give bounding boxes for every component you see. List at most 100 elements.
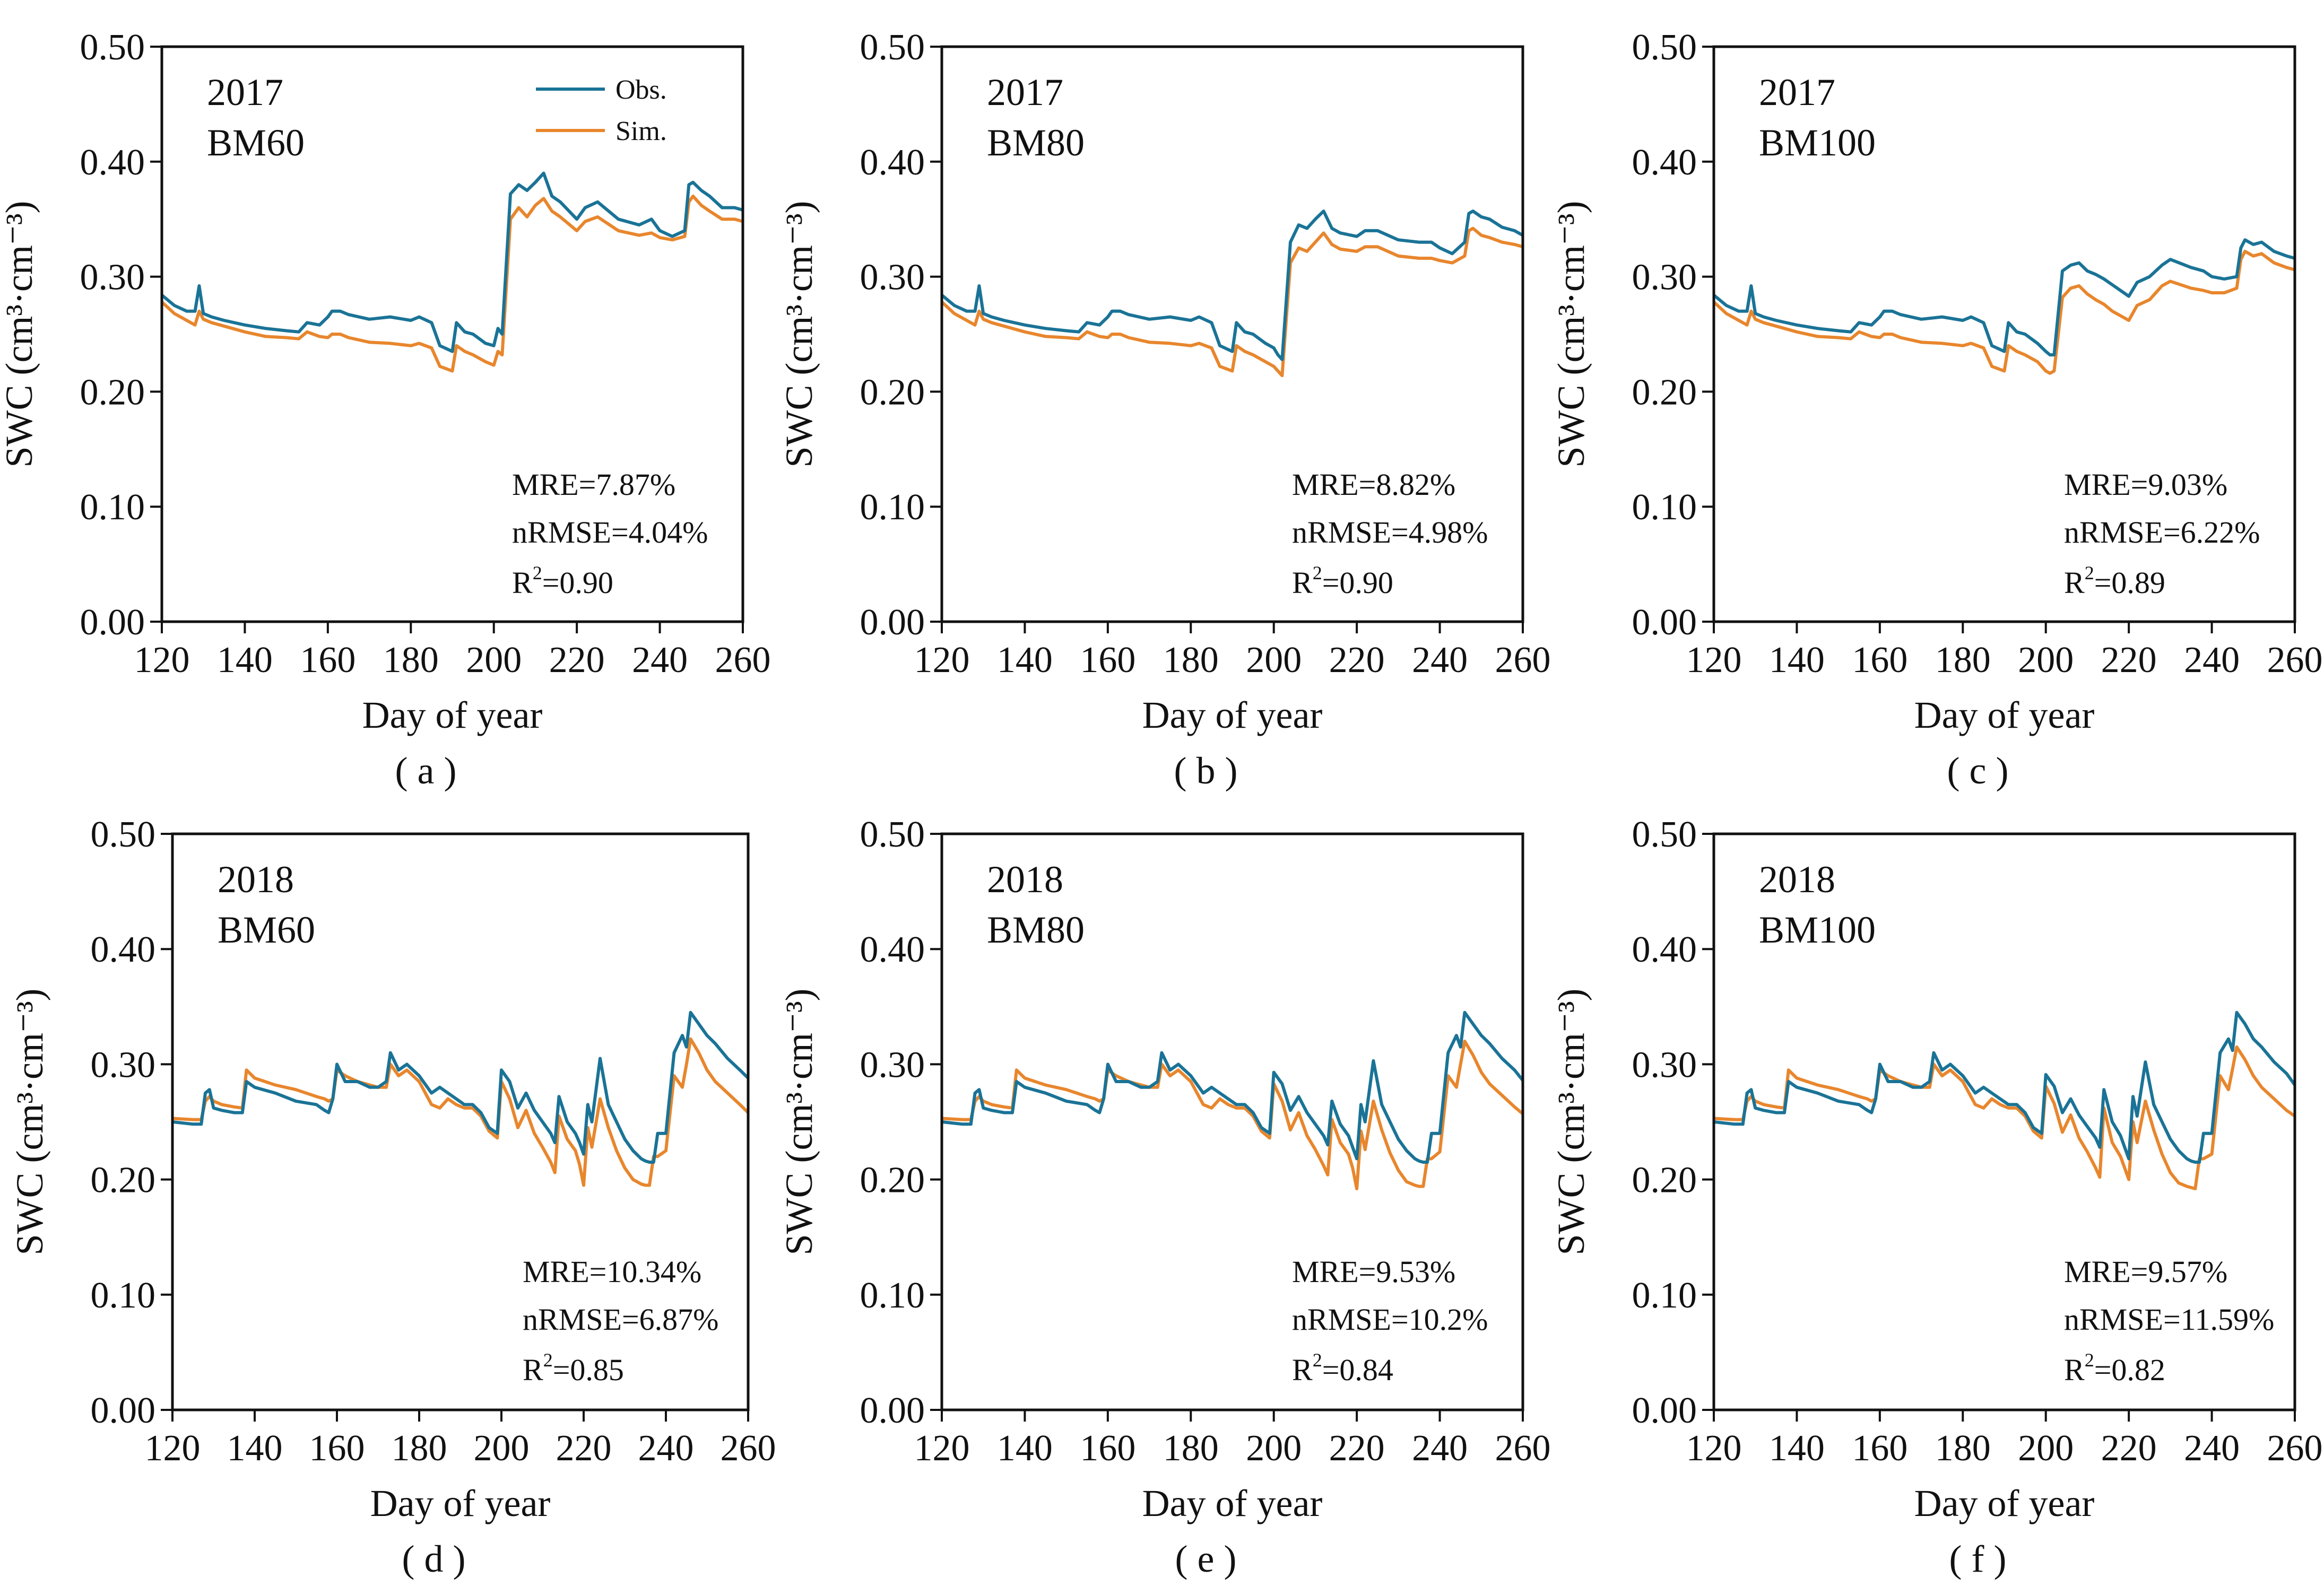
x-tick-label: 160 [1080, 1428, 1135, 1469]
mre-stat: MRE=7.87% [512, 467, 675, 502]
x-tick-label: 220 [2101, 640, 2157, 681]
y-tick-label: 0.20 [80, 372, 145, 413]
treatment-label: BM80 [987, 909, 1085, 951]
y-tick-label: 0.30 [860, 1044, 925, 1085]
r2-symbol: R [2064, 565, 2085, 600]
nrmse-stat: nRMSE=11.59% [2064, 1302, 2274, 1337]
r2-symbol: R [512, 565, 533, 600]
mre-stat: MRE=9.57% [2064, 1254, 2227, 1289]
sim-series-line [1712, 249, 2295, 375]
y-tick-label: 0.40 [860, 142, 925, 183]
obs-series-line [1713, 1010, 2296, 1164]
r2-stat: R2=0.89 [2064, 562, 2165, 600]
x-tick-label: 200 [2018, 640, 2074, 681]
x-tick-label: 160 [1080, 640, 1135, 681]
sim-series-line [172, 1037, 750, 1187]
y-tick-label: 0.30 [80, 257, 145, 298]
x-tick-label: 220 [1329, 1428, 1385, 1469]
year-label: 2018 [987, 858, 1063, 901]
r2-value: =0.90 [542, 565, 613, 600]
obs-series-line [941, 1010, 1524, 1164]
x-tick-label: 180 [1163, 1428, 1219, 1469]
chart-panel-5: 0.00 0.10 0.20 0.30 0.40 0.50 120 140 160 180 200 2… [778, 814, 1551, 1580]
x-tick-label: 180 [1935, 1428, 1991, 1469]
treatment-label: BM100 [1759, 909, 1876, 951]
nrmse-stat: nRMSE=6.87% [523, 1302, 718, 1337]
x-tick-label: 260 [2267, 1428, 2323, 1469]
y-tick-label: 0.40 [80, 142, 145, 183]
sim-series-line [1713, 1045, 2296, 1190]
r2-stat: R2=0.82 [2064, 1349, 2165, 1387]
sim-series-line [940, 226, 1523, 377]
x-tick-label: 220 [556, 1428, 612, 1469]
x-tick-label: 180 [1935, 640, 1991, 681]
x-tick-label: 200 [1246, 1428, 1302, 1469]
x-tick-label: 260 [721, 1428, 776, 1469]
x-tick-label: 140 [227, 1428, 283, 1469]
x-tick-label: 240 [1412, 640, 1468, 681]
r2-symbol: R [523, 1353, 543, 1387]
x-tick-label: 240 [632, 640, 688, 681]
y-tick-label: 0.40 [860, 929, 925, 970]
r2-value: =0.84 [1322, 1353, 1393, 1387]
x-tick-label: 180 [383, 640, 439, 681]
panel-letter: ( a ) [395, 750, 457, 792]
y-tick-label: 0.20 [91, 1160, 156, 1201]
x-axis-label: Day of year [362, 694, 543, 736]
x-tick-label: 200 [2018, 1428, 2074, 1469]
x-tick-label: 160 [300, 640, 355, 681]
nrmse-stat: nRMSE=4.98% [1292, 515, 1488, 550]
panel-letter: ( f ) [1949, 1538, 2007, 1580]
x-axis-label: Day of year [1142, 1482, 1323, 1524]
x-tick-label: 140 [997, 640, 1053, 681]
r2-stat: R2=0.90 [1292, 562, 1393, 600]
x-tick-label: 160 [1852, 1428, 1907, 1469]
obs-series-line [172, 1010, 750, 1164]
y-tick-label: 0.00 [80, 602, 145, 643]
x-axis-label: Day of year [1142, 694, 1323, 736]
y-tick-label: 0.40 [91, 929, 156, 970]
y-tick-label: 0.50 [860, 27, 925, 68]
year-label: 2018 [1759, 858, 1835, 901]
x-tick-label: 240 [638, 1428, 694, 1469]
sim-series-line [941, 1040, 1524, 1190]
y-axis-label: SWC (cm³·cm⁻³) [0, 201, 40, 467]
y-tick-label: 0.30 [1632, 257, 1697, 298]
year-label: 2018 [218, 858, 294, 901]
r2-symbol: R [2064, 1353, 2085, 1387]
x-tick-label: 220 [1329, 640, 1385, 681]
y-tick-label: 0.10 [1632, 487, 1697, 528]
x-tick-label: 120 [134, 640, 190, 681]
treatment-label: BM80 [987, 121, 1085, 164]
panel-letter: ( d ) [402, 1538, 466, 1580]
nrmse-stat: nRMSE=4.04% [512, 515, 708, 550]
y-tick-label: 0.20 [860, 372, 925, 413]
y-tick-label: 0.10 [1632, 1275, 1697, 1316]
x-tick-label: 160 [309, 1428, 365, 1469]
treatment-label: BM100 [1759, 121, 1876, 164]
chart-panel-3: 0.00 0.10 0.20 0.30 0.40 0.50 120 140 160 180 200 2… [1550, 27, 2323, 792]
y-tick-label: 0.50 [1632, 814, 1697, 855]
panel-letter: ( e ) [1175, 1538, 1237, 1580]
y-tick-label: 0.50 [860, 814, 925, 855]
x-tick-label: 120 [914, 640, 970, 681]
r2-stat: R2=0.84 [1292, 1349, 1393, 1387]
r2-stat: R2=0.85 [523, 1349, 624, 1387]
x-tick-label: 260 [1495, 1428, 1551, 1469]
r2-superscript: 2 [2085, 562, 2094, 583]
r2-value: =0.89 [2094, 565, 2165, 600]
mre-stat: MRE=8.82% [1292, 467, 1455, 502]
x-tick-label: 140 [1769, 640, 1825, 681]
x-tick-label: 200 [1246, 640, 1302, 681]
r2-stat: R2=0.90 [512, 562, 613, 600]
y-tick-label: 0.00 [860, 602, 925, 643]
y-tick-label: 0.30 [860, 257, 925, 298]
legend-sim-label: Sim. [615, 116, 667, 146]
x-tick-label: 240 [1412, 1428, 1468, 1469]
y-tick-label: 0.10 [860, 1275, 925, 1316]
y-tick-label: 0.30 [91, 1044, 156, 1085]
obs-series-line [161, 171, 743, 353]
obs-series-line [1713, 238, 2295, 356]
y-tick-label: 0.10 [91, 1275, 156, 1316]
